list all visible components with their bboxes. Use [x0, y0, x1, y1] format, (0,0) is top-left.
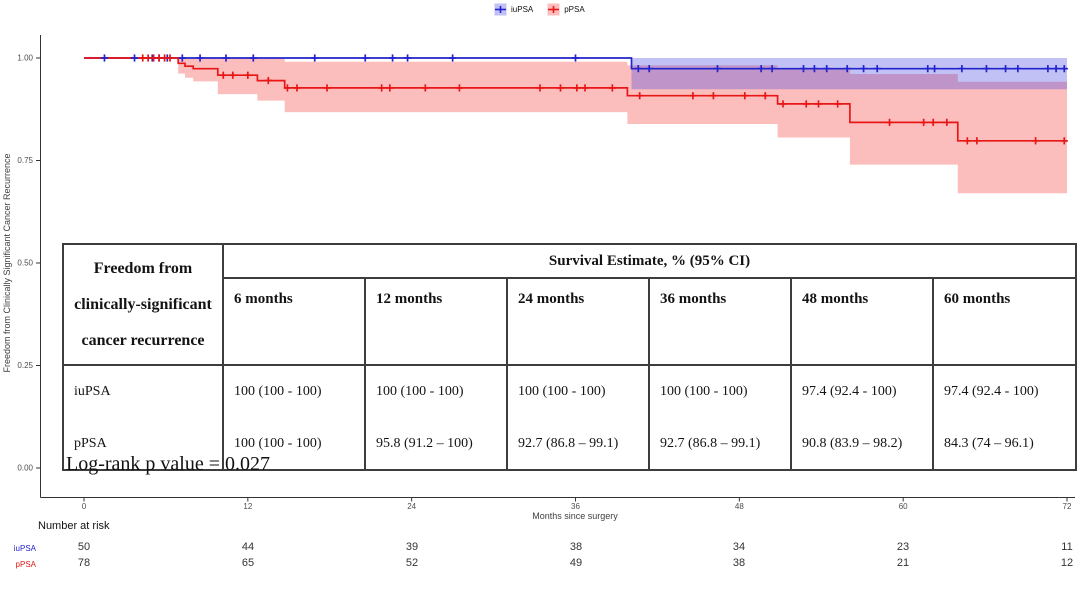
table-cell: 95.8 (91.2 – 100)	[364, 418, 508, 471]
legend: iuPSA pPSA	[494, 3, 585, 16]
table-row-ppsa: pPSA 100 (100 - 100) 95.8 (91.2 – 100) 9…	[62, 418, 1078, 471]
risk-count: 38	[569, 541, 583, 553]
ci-band-iuPSA	[631, 58, 1067, 90]
rendered-chart: 1.00 0.75 0.50 0.25 0.00 0 12 24 36 48 60 72	[17, 35, 1075, 511]
x-axis-title: Months since surgery	[532, 511, 618, 521]
survival-estimate-table: Freedom from clinically-significant canc…	[62, 243, 1078, 471]
legend-item-iuPSA: iuPSA	[494, 3, 533, 16]
row-label: pPSA	[62, 418, 224, 471]
axes	[36, 35, 1075, 502]
table-cell: 100 (100 - 100)	[364, 365, 508, 418]
col-header-48mo: 48 months	[790, 277, 934, 366]
risk-count: 44	[241, 541, 255, 553]
table-cell: 92.7 (86.8 – 99.1)	[648, 418, 792, 471]
y-axis-title: Freedom from Clinically Significant Canc…	[2, 153, 12, 372]
x-tick-label: 72	[1063, 502, 1072, 511]
legend-item-pPSA: pPSA	[547, 3, 585, 16]
risk-count: 52	[405, 557, 419, 569]
table-cell: 90.8 (83.9 – 98.2)	[790, 418, 934, 471]
risk-count: 39	[405, 541, 419, 553]
row-header-line: clinically-significant	[74, 295, 212, 313]
legend-key-icon	[547, 3, 560, 16]
table-row-header: Freedom from clinically-significant canc…	[62, 243, 224, 366]
number-at-risk-title: Number at risk	[38, 520, 110, 532]
risk-count: 50	[77, 541, 91, 553]
y-tick-label: 0.75	[17, 156, 33, 165]
censor-marks-pPSA	[139, 54, 1068, 145]
x-tick-label: 12	[243, 502, 252, 511]
col-header-12mo: 12 months	[364, 277, 508, 366]
risk-count: 12	[1060, 557, 1074, 569]
y-tick-label: 0.50	[17, 259, 33, 268]
risk-row-label-iuPSA: iuPSA	[13, 544, 36, 553]
x-tick-label: 60	[899, 502, 908, 511]
table-month-header-row: 6 months 12 months 24 months 36 months 4…	[63, 277, 1078, 366]
row-header-line: cancer recurrence	[81, 331, 205, 349]
table-cell: 100 (100 - 100)	[222, 365, 366, 418]
y-tick-label: 1.00	[17, 54, 33, 63]
y-tick-label: 0.25	[17, 361, 33, 370]
legend-label: iuPSA	[511, 5, 534, 14]
legend-label: pPSA	[564, 5, 585, 14]
risk-count: 78	[77, 557, 91, 569]
x-tick-label: 0	[82, 502, 87, 511]
risk-count: 21	[896, 557, 910, 569]
table-cell: 100 (100 - 100)	[648, 365, 792, 418]
col-header-36mo: 36 months	[648, 277, 792, 366]
risk-count: 65	[241, 557, 255, 569]
logrank-annotation: Log-rank p value = 0.027	[66, 453, 271, 475]
risk-count: 49	[569, 557, 583, 569]
y-tick-label: 0.00	[17, 464, 33, 473]
table-cell: 84.3 (74 – 96.1)	[931, 418, 1078, 471]
risk-count: 34	[732, 541, 746, 553]
col-header-60mo: 60 months	[931, 277, 1078, 366]
table-cell: 97.4 (92.4 - 100)	[931, 365, 1078, 418]
risk-count: 23	[896, 541, 910, 553]
censor-marks-iuPSA	[100, 54, 1068, 73]
x-tick-label: 48	[735, 502, 744, 511]
col-header-6mo: 6 months	[222, 277, 366, 366]
legend-key-icon	[494, 3, 507, 16]
table-cell: 92.7 (86.8 – 99.1)	[506, 418, 650, 471]
table-row-iupsa: iuPSA 100 (100 - 100) 100 (100 - 100) 10…	[62, 365, 1078, 418]
col-header-24mo: 24 months	[506, 277, 650, 366]
ci-band-pPSA	[178, 58, 1067, 194]
risk-row-label-pPSA: pPSA	[15, 560, 36, 569]
risk-count: 11	[1061, 541, 1073, 553]
risk-count: 38	[732, 557, 746, 569]
row-label: iuPSA	[62, 365, 224, 418]
x-tick-label: 36	[571, 502, 580, 511]
row-header-line: Freedom from	[93, 259, 193, 277]
km-plot: 1.00 0.75 0.50 0.25 0.00 0 12 24 36 48 60 72 Freedo…	[2, 35, 1075, 521]
table-span-header: Survival Estimate, % (95% CI)	[221, 243, 1078, 279]
table-cell: 100 (100 - 100)	[506, 365, 650, 418]
x-tick-label: 24	[407, 502, 416, 511]
table-cell: 100 (100 - 100)	[222, 418, 366, 471]
table-cell: 97.4 (92.4 - 100)	[790, 365, 934, 418]
